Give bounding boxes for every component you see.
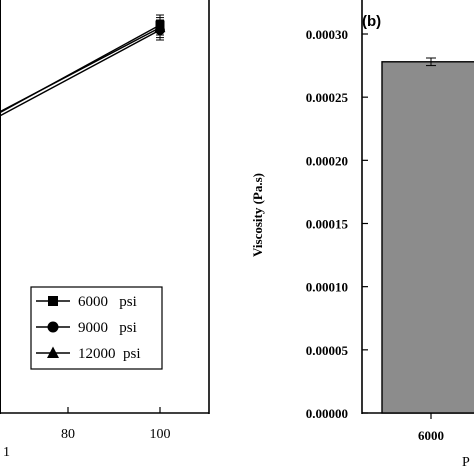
panel-b-bars: 6000 [381,57,474,443]
legend-marker [47,321,59,333]
x-tick-label: 100 [150,427,171,442]
legend-label: 12000 psi [78,346,141,362]
panel-b-x-axis-title-partial: P [462,455,470,470]
bar [381,61,474,414]
y-tick-label: 0.00010 [306,280,348,295]
series-line [0,29,161,117]
panel-a-series [0,14,166,117]
panel-b-label: (b) [362,13,381,30]
y-tick-label: 0.00015 [306,217,349,232]
legend-label: 9000 psi [78,320,137,336]
panel-a-legend: 6000 psi 9000 psi 12000 psi [30,286,163,370]
panel-b-y-axis-title: Viscosity (Pa.s) [250,173,265,257]
x-tick-label: 6000 [418,428,444,443]
y-tick-label: 0.00020 [306,153,348,168]
x-tick-label-partial: 1 [3,445,10,460]
panel-a-x-ticks: 80 100 1 [3,407,171,460]
panel-a: 80 100 1 6000 psi 9000 psi 12000 psi [0,0,210,460]
panel-b: (b) 0.000000.000050.000100.000150.000200… [250,0,474,470]
legend-marker [47,346,59,358]
panel-b-y-ticks: 0.00000 0.00005 0.00010 0.00015 0.00020 0.000… [306,27,368,421]
legend-label: 6000 psi [78,294,137,310]
y-tick-label: 0.00005 [306,343,349,358]
data-point-marker [154,21,166,33]
y-tick-label: 0.00030 [306,27,348,42]
legend-marker [48,296,58,306]
y-tick-label: 0.00000 [306,406,348,421]
y-tick-label: 0.00025 [306,90,349,105]
series-line [0,26,161,113]
series-line [0,24,161,114]
x-tick-label: 80 [61,427,75,442]
